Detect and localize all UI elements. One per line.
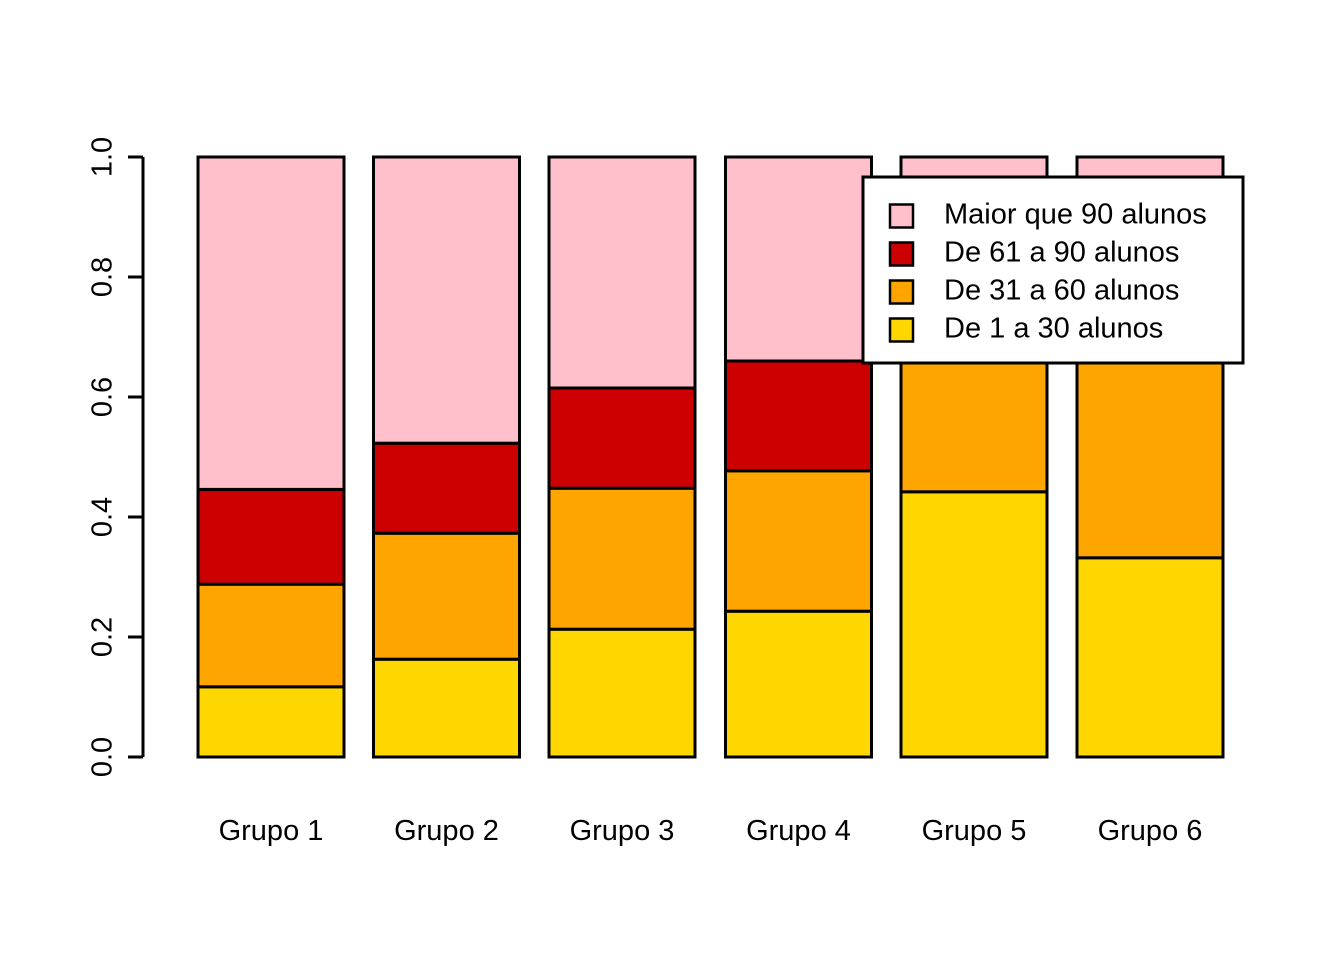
legend-swatch <box>888 317 915 343</box>
bar-segment <box>547 155 697 390</box>
x-axis-category-label: Grupo 3 <box>570 815 675 847</box>
bar-segment <box>372 531 521 661</box>
bar-segment <box>372 441 521 535</box>
y-axis-tick-label: 0.4 <box>87 497 119 537</box>
legend-label: Maior que 90 alunos <box>944 199 1207 231</box>
bar-segment <box>196 685 346 759</box>
bar-segment <box>547 386 697 490</box>
legend-label: De 61 a 90 alunos <box>944 237 1179 269</box>
bar-segment <box>196 487 346 586</box>
x-axis-category-label: Grupo 5 <box>922 815 1027 847</box>
bar-segment <box>547 486 697 631</box>
legend-label: De 31 a 60 alunos <box>944 275 1179 307</box>
legend-swatch <box>888 203 915 229</box>
bar-segment <box>372 155 521 445</box>
bar-segment <box>547 627 697 759</box>
x-axis-category-label: Grupo 6 <box>1098 815 1203 847</box>
bar-segment <box>724 359 873 473</box>
legend-swatch <box>888 241 915 267</box>
bar-segment <box>899 490 1049 759</box>
y-axis-tick-label: 0.8 <box>87 257 119 297</box>
y-axis-tick-label: 0.0 <box>87 737 119 777</box>
y-axis-tick-label: 1.0 <box>87 137 119 177</box>
bar-segment <box>724 609 873 759</box>
legend-swatch <box>888 279 915 305</box>
legend-label: De 1 a 30 alunos <box>944 313 1163 345</box>
bar-segment <box>724 155 873 363</box>
legend-box <box>861 175 1245 365</box>
x-axis-category-label: Grupo 1 <box>219 815 324 847</box>
y-axis-tick-label: 0.6 <box>87 377 119 417</box>
bar-segment <box>372 657 521 759</box>
bar-segment <box>1075 556 1225 759</box>
y-axis-tick-label: 0.2 <box>87 617 119 657</box>
bar-segment <box>724 469 873 613</box>
x-axis-category-label: Grupo 2 <box>394 815 499 847</box>
bar-segment <box>196 155 346 491</box>
x-axis-category-label: Grupo 4 <box>746 815 851 847</box>
bar-segment <box>196 582 346 689</box>
